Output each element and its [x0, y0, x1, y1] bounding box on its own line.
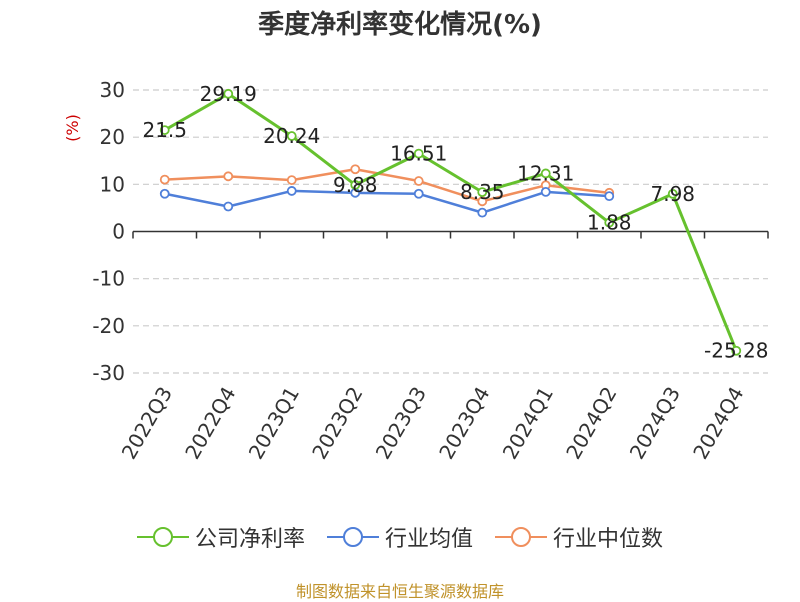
- data-label: 20.24: [263, 124, 320, 148]
- x-tick-label: 2022Q3: [117, 383, 177, 464]
- data-point: [413, 176, 424, 186]
- data-point: [731, 345, 742, 356]
- data-point: [350, 179, 361, 190]
- data-label: 7.98: [650, 182, 695, 206]
- data-point: [286, 186, 297, 196]
- legend-label-industry-mean: 行业均值: [384, 527, 473, 552]
- legend-marker-industry-mean: [326, 527, 379, 547]
- data-label: 29.19: [200, 82, 257, 106]
- legend-item-industry-mean[interactable]: 行业均值: [326, 521, 473, 553]
- data-point: [477, 207, 488, 218]
- y-tick-label: -30: [92, 361, 125, 385]
- data-point: [350, 164, 361, 175]
- legend: 公司净利率 行业均值 行业中位数: [0, 521, 800, 553]
- legend-item-industry-median[interactable]: 行业中位数: [495, 521, 663, 553]
- x-tick-label: 2024Q2: [561, 383, 621, 464]
- legend-marker-industry-median: [495, 527, 547, 547]
- legend-label-industry-median: 行业中位数: [553, 527, 664, 552]
- data-label: 16.51: [390, 142, 447, 166]
- series-line: [164, 189, 610, 214]
- y-tick-label: 0: [112, 220, 125, 244]
- series-line: [164, 167, 610, 203]
- legend-item-company-net-margin[interactable]: 公司净利率: [136, 521, 305, 553]
- x-tick-label: 2022Q4: [180, 383, 240, 464]
- series-line: [164, 92, 738, 352]
- data-point: [413, 188, 424, 199]
- data-point: [223, 201, 234, 212]
- data-point: [477, 196, 488, 207]
- data-point: [540, 186, 551, 197]
- source-note: 制图数据来自恒生聚源数据库: [295, 582, 504, 601]
- data-point: [223, 171, 234, 182]
- x-tick-label: 2023Q4: [434, 383, 494, 464]
- legend-label-company-net-margin: 公司净利率: [194, 527, 305, 552]
- data-point: [159, 125, 170, 135]
- data-point: [286, 175, 297, 185]
- y-axis-label: (%): [63, 114, 82, 142]
- chart-title: 季度净利率变化情况(%): [258, 10, 542, 40]
- x-tick-label: 2023Q2: [307, 383, 367, 464]
- data-label: 21.5: [142, 118, 187, 142]
- data-label: 9.88: [333, 173, 378, 197]
- x-tick-label: 2023Q1: [244, 383, 304, 464]
- data-point: [477, 187, 488, 198]
- data-label: -25.28: [704, 339, 768, 363]
- data-point: [413, 148, 424, 159]
- data-point: [159, 174, 170, 185]
- y-tick-label: 20: [100, 125, 125, 149]
- data-point: [159, 188, 170, 199]
- data-label: 1.88: [587, 211, 632, 235]
- y-tick-label: 30: [100, 78, 125, 102]
- data-point: [223, 88, 234, 99]
- data-point: [604, 191, 615, 202]
- x-tick-label: 2023Q3: [371, 383, 431, 464]
- x-tick-label: 2024Q1: [498, 383, 558, 464]
- data-point: [667, 188, 678, 199]
- data-label: 8.35: [460, 180, 505, 204]
- x-tick-label: 2024Q3: [625, 383, 685, 464]
- data-point: [604, 217, 615, 228]
- y-tick-label: 10: [100, 172, 125, 196]
- data-label: 12.31: [517, 161, 574, 185]
- legend-marker-company-net-margin: [136, 527, 189, 547]
- data-point: [540, 168, 551, 179]
- x-tick-label: 2024Q4: [688, 383, 748, 464]
- data-point: [286, 131, 297, 141]
- y-tick-label: -20: [92, 314, 125, 338]
- y-tick-label: -10: [92, 267, 125, 291]
